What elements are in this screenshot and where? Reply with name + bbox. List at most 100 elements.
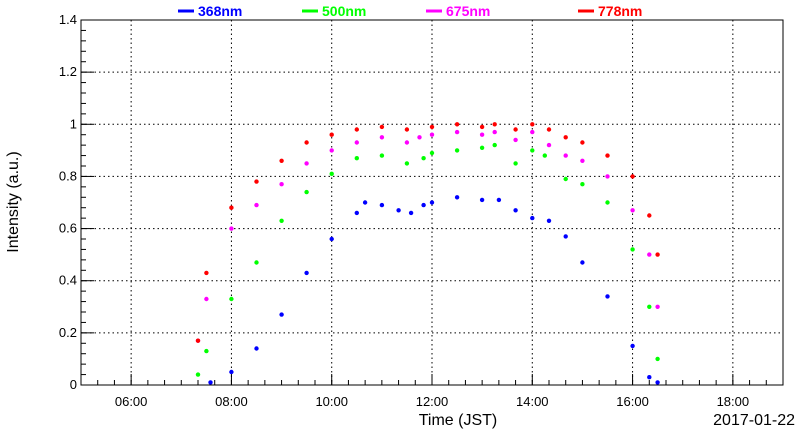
data-point-778nm-18 — [580, 140, 585, 145]
data-point-500nm-7 — [354, 156, 359, 161]
x-tick-label: 12:00 — [416, 394, 449, 409]
data-point-368nm-12 — [429, 200, 435, 205]
data-point-368nm-5 — [329, 236, 334, 242]
data-point-675nm-16 — [530, 129, 535, 135]
data-point-368nm-2 — [254, 346, 259, 351]
data-point-500nm-0 — [195, 372, 201, 377]
data-point-675nm-20 — [605, 174, 610, 179]
data-point-500nm-9 — [404, 161, 410, 166]
data-point-675nm-22 — [647, 252, 652, 257]
y-tick-label: 1.4 — [59, 12, 77, 27]
data-point-778nm-2 — [229, 205, 234, 210]
y-tick-label: 0.8 — [59, 168, 77, 183]
data-point-675nm-1 — [204, 296, 209, 302]
data-point-368nm-19 — [563, 234, 568, 239]
ticks: 06:00 08:00 10:00 12:00 14:00 16:00 18:00 0 0.2 0… — [59, 12, 784, 409]
data-points — [195, 122, 660, 385]
data-point-778nm-3 — [254, 179, 259, 184]
data-point-500nm-18 — [563, 176, 568, 182]
y-tick-label: 1 — [70, 116, 77, 131]
data-point-778nm-6 — [329, 132, 334, 137]
legend-label-675nm: 675nm — [446, 3, 490, 19]
y-tick-label: 1.2 — [59, 64, 77, 79]
data-point-675nm-13 — [479, 132, 485, 137]
data-point-500nm-12 — [454, 148, 460, 153]
data-point-675nm-23 — [655, 304, 660, 309]
data-point-675nm-3 — [254, 202, 259, 208]
data-point-675nm-11 — [429, 132, 435, 137]
data-point-500nm-14 — [492, 142, 497, 148]
data-point-500nm-8 — [379, 153, 385, 158]
data-point-778nm-8 — [379, 124, 385, 130]
data-point-778nm-4 — [279, 158, 284, 163]
data-point-368nm-15 — [496, 197, 502, 203]
data-point-368nm-3 — [279, 312, 284, 317]
x-tick-label: 16:00 — [616, 394, 649, 409]
data-point-500nm-10 — [421, 156, 426, 161]
data-point-368nm-20 — [580, 260, 585, 265]
x-tick-label: 18:00 — [717, 394, 750, 409]
legend: 368nm 500nm 675nm 778nm — [178, 3, 642, 19]
data-point-675nm-9 — [404, 140, 410, 145]
data-point-500nm-2 — [229, 296, 234, 302]
data-point-778nm-20 — [630, 174, 635, 179]
data-point-368nm-24 — [655, 380, 660, 385]
x-tick-label: 10:00 — [315, 394, 348, 409]
data-point-675nm-19 — [580, 158, 585, 163]
data-point-368nm-7 — [362, 200, 368, 205]
data-point-368nm-18 — [546, 218, 552, 223]
x-tick-label: 14:00 — [516, 394, 549, 409]
data-point-778nm-19 — [605, 153, 610, 158]
data-point-675nm-5 — [304, 161, 309, 166]
data-point-778nm-13 — [492, 122, 497, 127]
data-point-368nm-11 — [421, 202, 426, 208]
data-point-675nm-12 — [454, 129, 460, 135]
series-368nm — [208, 195, 660, 385]
data-point-778nm-14 — [513, 127, 518, 132]
data-point-778nm-10 — [429, 124, 435, 130]
data-point-500nm-16 — [530, 148, 535, 153]
grid — [81, 20, 783, 385]
data-point-500nm-23 — [655, 356, 660, 362]
data-point-675nm-14 — [492, 129, 497, 135]
data-point-500nm-3 — [254, 260, 259, 265]
data-point-368nm-6 — [354, 210, 359, 216]
y-tick-label: 0 — [70, 377, 77, 392]
data-point-368nm-16 — [513, 208, 518, 213]
y-tick-label: 0.6 — [59, 221, 77, 236]
data-point-368nm-0 — [208, 380, 213, 385]
data-point-500nm-1 — [204, 348, 209, 354]
x-axis-title: Time (JST) — [419, 412, 498, 429]
data-point-778nm-21 — [647, 213, 652, 218]
data-point-675nm-7 — [354, 140, 359, 145]
data-point-778nm-0 — [195, 338, 201, 343]
data-point-675nm-17 — [546, 142, 552, 148]
data-point-778nm-5 — [304, 140, 309, 145]
series-778nm — [195, 122, 660, 343]
data-point-778nm-16 — [546, 127, 552, 132]
data-point-368nm-9 — [396, 208, 401, 213]
series-500nm — [195, 142, 660, 377]
data-point-675nm-6 — [329, 148, 334, 153]
data-point-368nm-21 — [605, 294, 610, 299]
data-point-500nm-15 — [513, 161, 518, 166]
data-point-368nm-1 — [229, 369, 234, 375]
x-tick-label: 08:00 — [215, 394, 248, 409]
legend-label-500nm: 500nm — [322, 3, 366, 19]
data-point-368nm-13 — [454, 195, 460, 200]
series-675nm — [195, 129, 660, 343]
data-point-675nm-21 — [630, 208, 635, 213]
data-point-675nm-15 — [513, 137, 518, 143]
data-point-675nm-10 — [417, 135, 422, 140]
data-point-778nm-9 — [404, 127, 410, 132]
data-point-368nm-17 — [530, 215, 535, 221]
data-point-500nm-6 — [329, 171, 334, 176]
data-point-778nm-22 — [655, 252, 660, 257]
data-point-675nm-8 — [379, 135, 385, 140]
data-point-500nm-20 — [605, 200, 610, 205]
y-tick-label: 0.2 — [59, 325, 77, 340]
data-point-368nm-14 — [479, 197, 485, 203]
data-point-500nm-4 — [279, 218, 284, 223]
